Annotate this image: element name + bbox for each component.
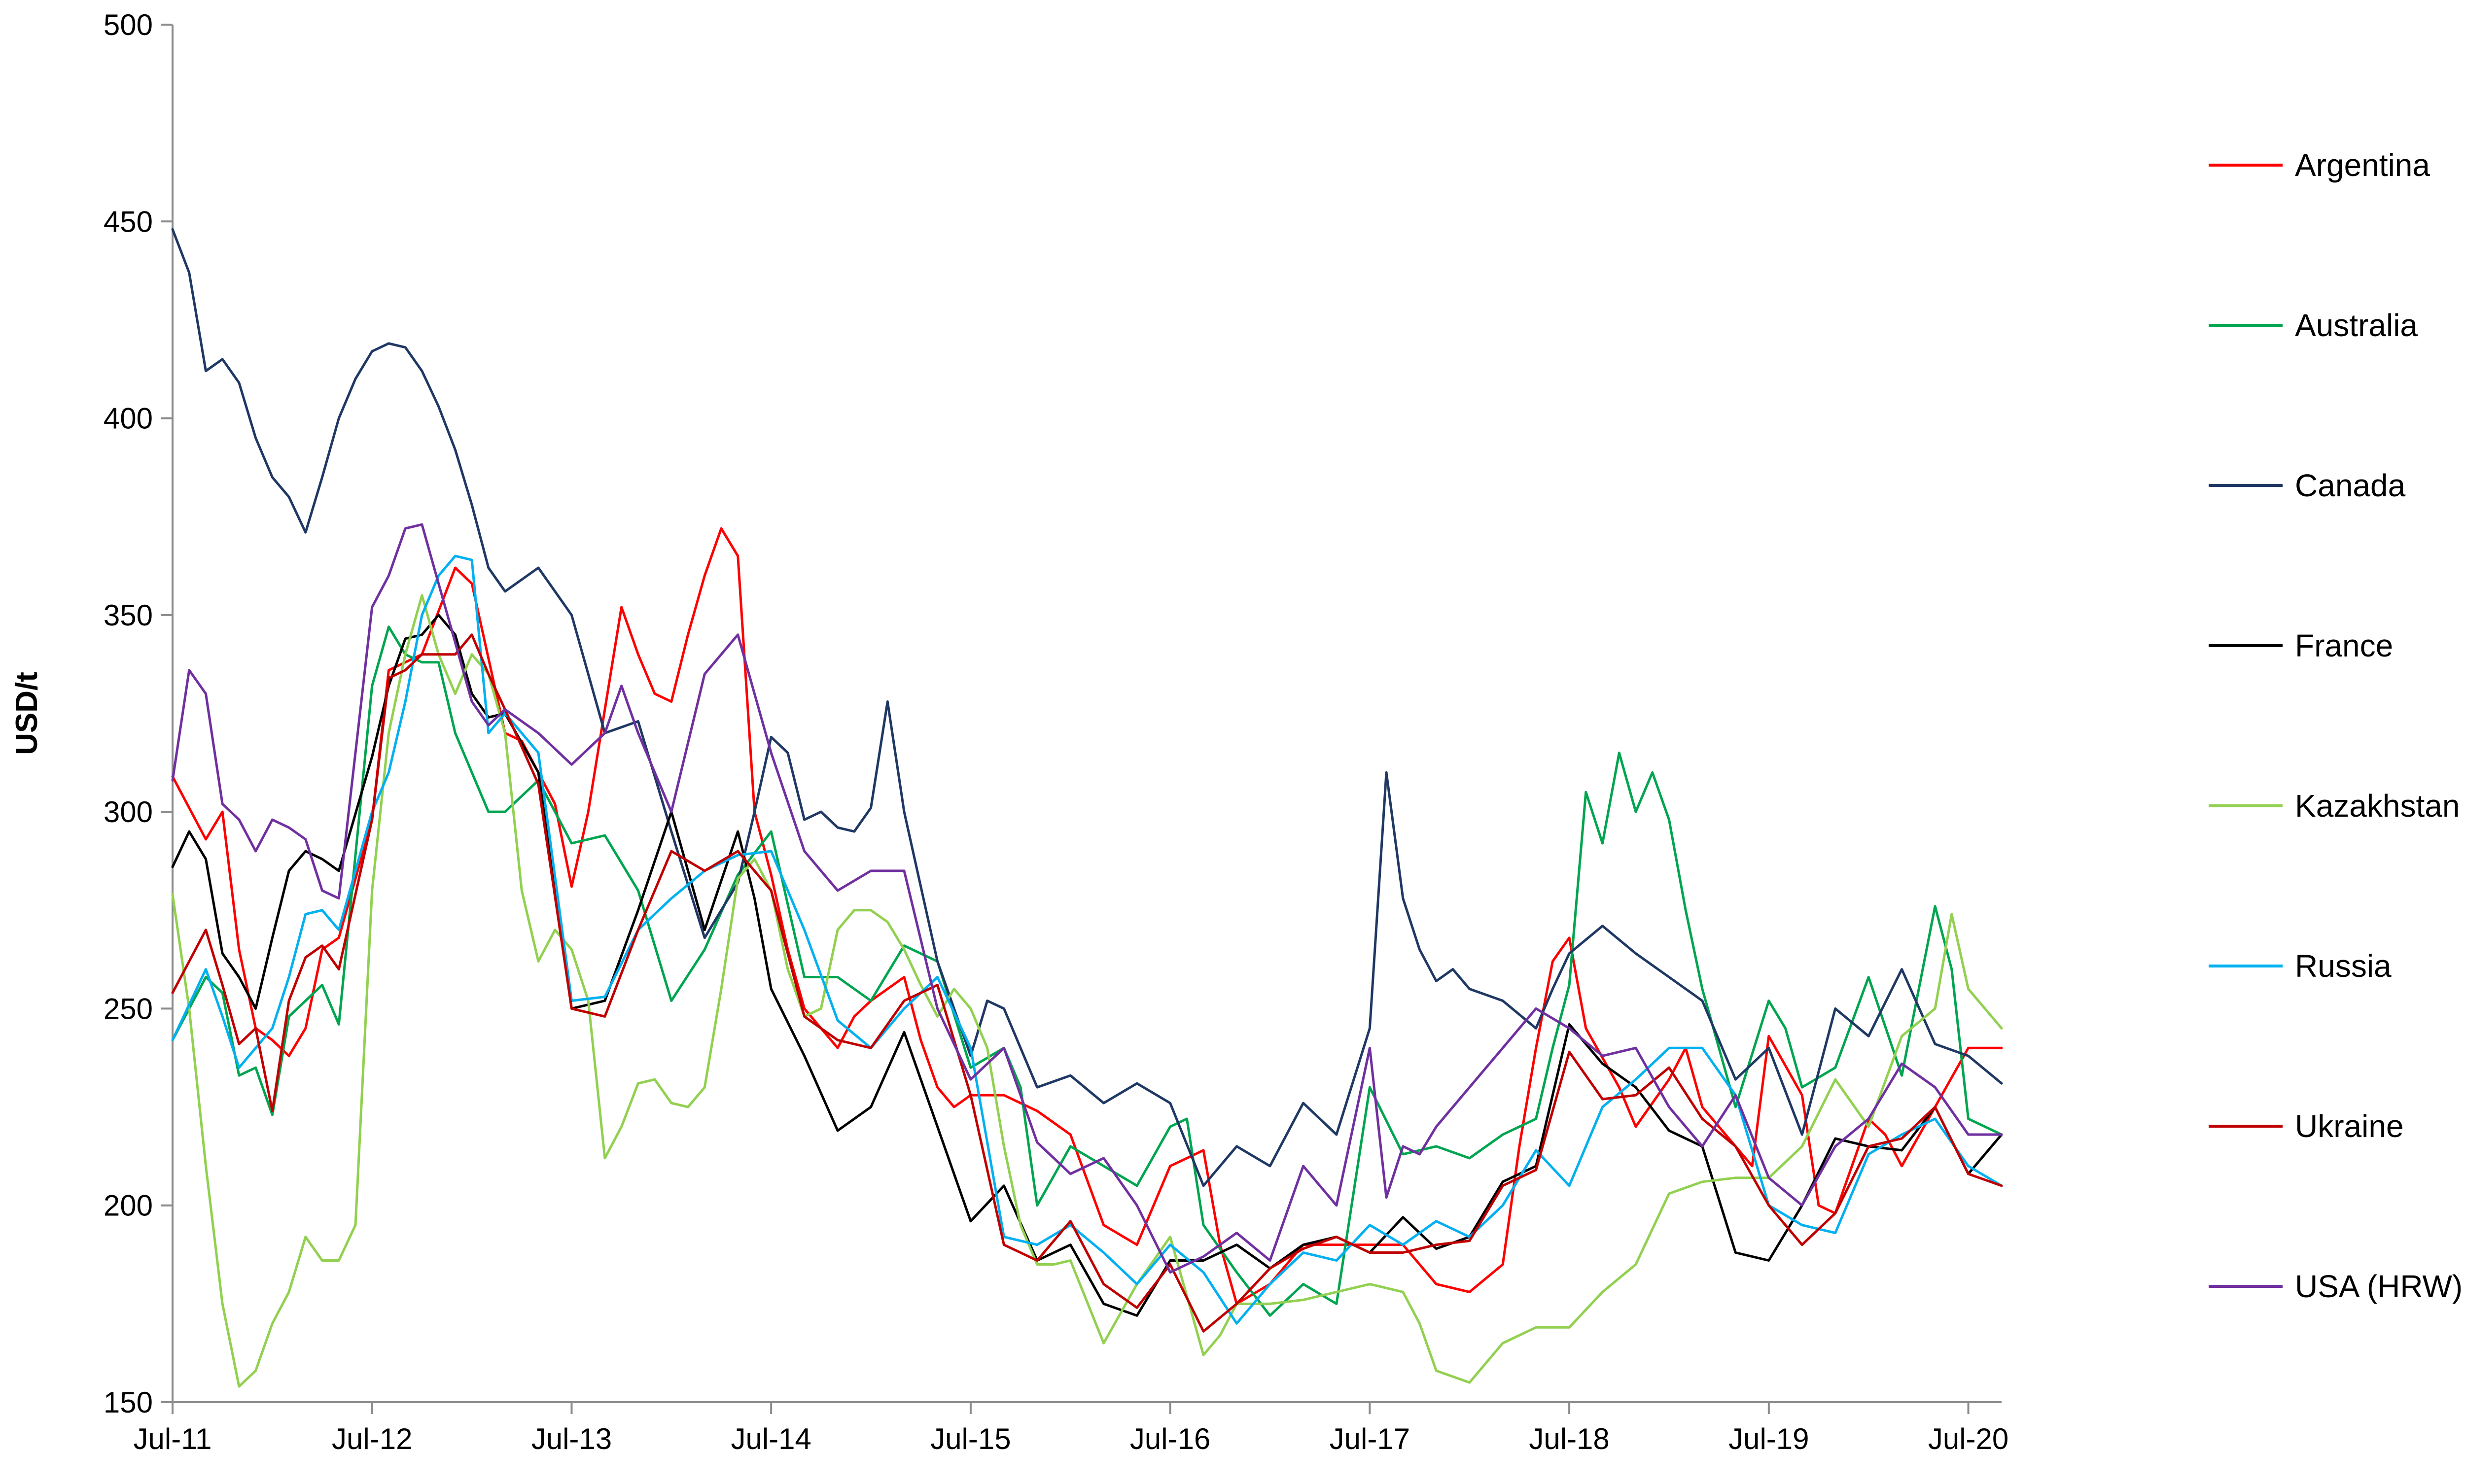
y-tick-label: 300 (104, 795, 153, 828)
y-tick-label: 250 (104, 992, 153, 1025)
legend-item-australia: Australia (2209, 308, 2418, 343)
x-tick-label: Jul-11 (134, 1422, 212, 1455)
x-tick-label: Jul-19 (1728, 1422, 1809, 1455)
series-line-france (171, 614, 2003, 1317)
y-tick-label: 500 (104, 8, 153, 41)
legend-label: Canada (2295, 468, 2406, 503)
x-tick-label: Jul-16 (1130, 1422, 1210, 1455)
legend-label: France (2295, 628, 2393, 663)
series-line-australia (171, 625, 2003, 1317)
x-tick-label: Jul-15 (930, 1422, 1011, 1455)
series-line-kazakhstan (171, 594, 2003, 1388)
series-line-russia (171, 554, 2003, 1325)
x-tick-label: Jul-20 (1928, 1422, 2008, 1455)
x-axis-ticks: Jul-11 Jul-12 Jul-13 Jul-14 Jul-15 Jul-16 Jul-… (134, 1402, 2008, 1455)
x-tick-label: Jul-14 (731, 1422, 811, 1455)
y-tick-label: 200 (104, 1189, 153, 1222)
legend-item-kazakhstan: Kazakhstan (2209, 788, 2460, 824)
x-tick-label: Jul-13 (531, 1422, 612, 1455)
series-line-usa-hrw (171, 523, 2003, 1274)
y-tick-label: 450 (104, 205, 153, 238)
series-line-ukraine (171, 633, 2003, 1333)
y-tick-label: 150 (104, 1386, 153, 1419)
y-axis-ticks: 150 200 250 300 350 400 450 500 (104, 8, 173, 1419)
legend: Argentina Australia Canada France Kazakhstan… (2209, 147, 2463, 1304)
y-tick-label: 350 (104, 599, 153, 632)
legend-label: Argentina (2295, 147, 2430, 183)
legend-label: Ukraine (2295, 1108, 2404, 1144)
legend-item-france: France (2209, 628, 2393, 663)
legend-item-canada: Canada (2209, 468, 2406, 503)
legend-label: Australia (2295, 308, 2418, 343)
legend-item-ukraine: Ukraine (2209, 1108, 2404, 1144)
x-tick-label: Jul-12 (332, 1422, 412, 1455)
legend-label: Russia (2295, 948, 2392, 984)
x-tick-label: Jul-18 (1529, 1422, 1609, 1455)
series-lines (171, 228, 2003, 1388)
legend-item-argentina: Argentina (2209, 147, 2430, 183)
legend-item-russia: Russia (2209, 948, 2392, 984)
y-axis-title: USD/t (10, 672, 44, 755)
series-line-argentina (171, 527, 2003, 1305)
legend-label: USA (HRW) (2295, 1269, 2463, 1304)
legend-label: Kazakhstan (2295, 788, 2460, 824)
series-line-canada (171, 228, 2003, 1187)
y-tick-label: 400 (104, 402, 153, 435)
x-tick-label: Jul-17 (1330, 1422, 1410, 1455)
legend-item-usa-hrw: USA (HRW) (2209, 1269, 2463, 1304)
